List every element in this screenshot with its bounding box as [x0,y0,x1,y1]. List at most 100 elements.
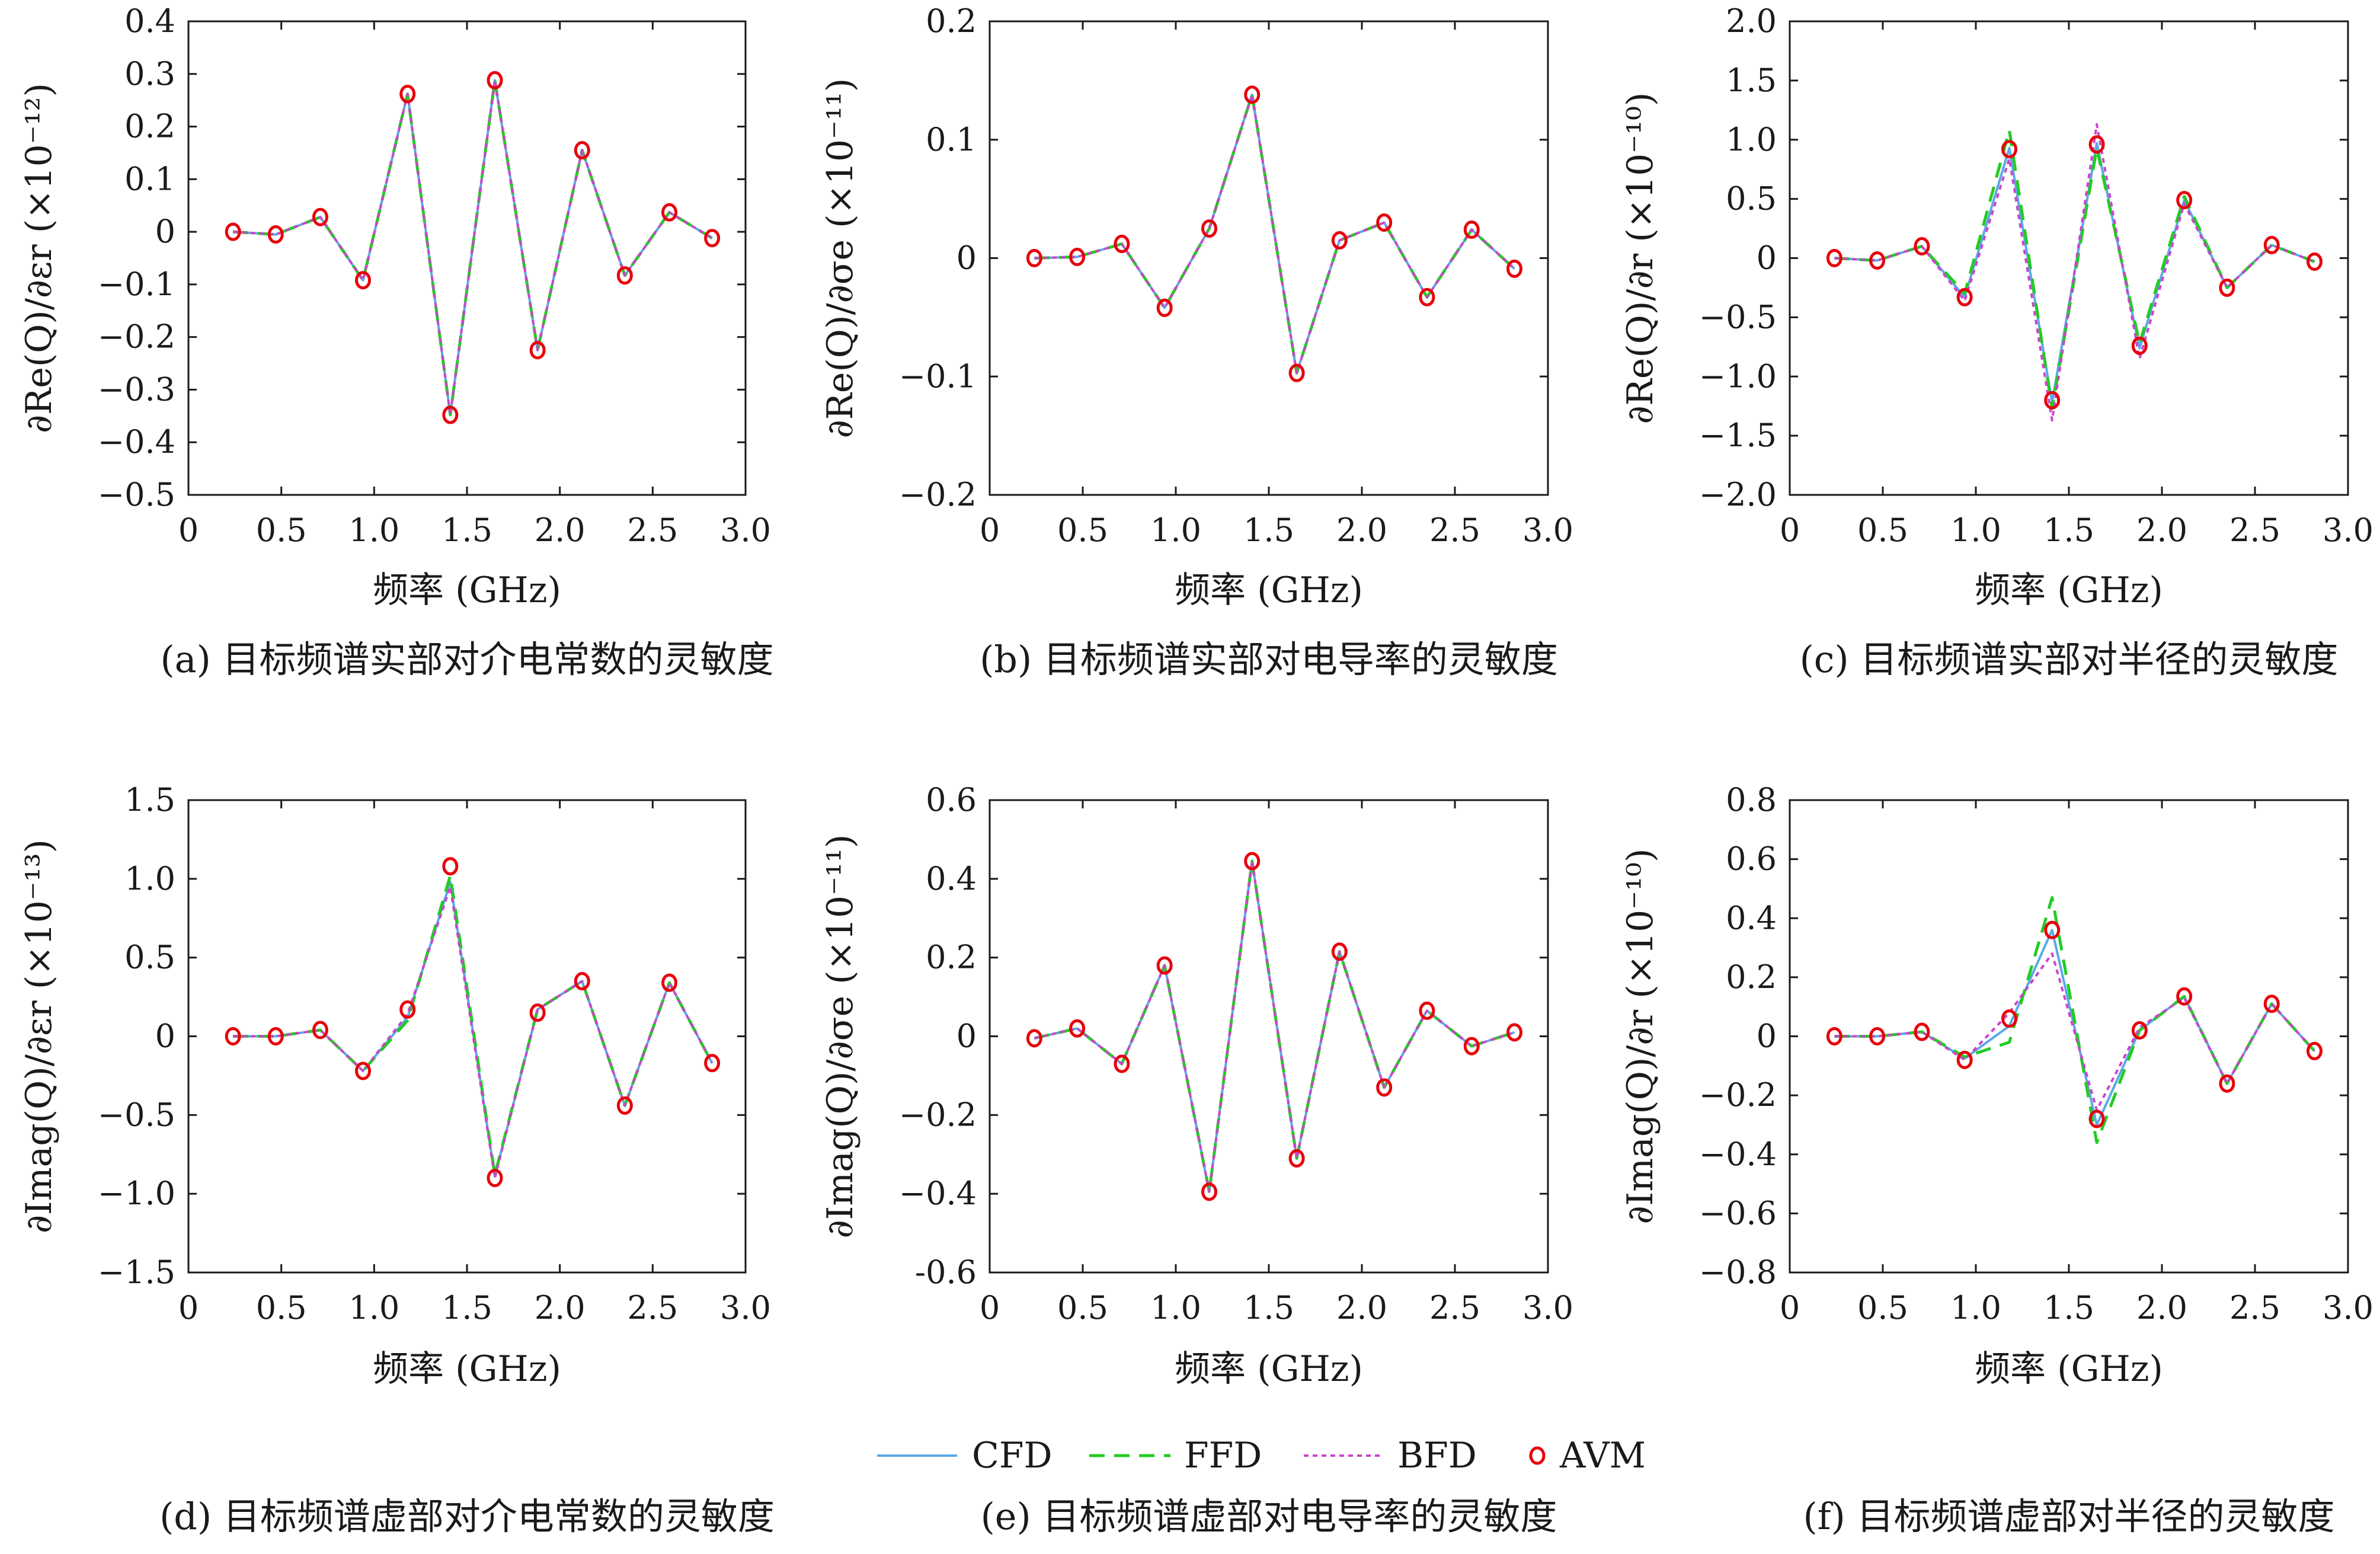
avm-point [1914,237,1930,256]
avm-point [1506,259,1522,278]
panel-caption: (d) 目标频谱虚部对介电常数的灵敏度 [159,1495,775,1538]
y-tick-label: 0.1 [926,121,977,158]
y-tick-label: 0 [957,1018,977,1055]
chart-panel-6: 0 0.5 1.0 1.5 2.0 2.5 3.0 0.8 0.6 0.4 0.2 0 −0.2 −0.4… [1620,781,2373,1538]
series-line-cfd [1834,929,2315,1126]
avm-point [355,271,372,290]
x-tick-label: 1.5 [2043,1289,2094,1326]
x-tick-label: 2.0 [535,511,586,549]
x-tick-label: 1.5 [442,511,492,549]
avm-point [1826,1027,1842,1045]
avm-point [704,1054,721,1073]
y-tick-label: 0.2 [926,2,977,40]
legend-avm-label: AVM [1559,1435,1646,1476]
avm-point [2306,1041,2323,1060]
y-tick-label: 0.5 [1726,180,1777,218]
x-tick-label: 2.0 [2136,1289,2187,1326]
y-axis-label: ∂Re(Q)/∂r (×10⁻¹⁰) [1620,92,1661,424]
series-line-bfd [1034,859,1515,1193]
y-axis-label: ∂Re(Q)/∂εr (×10⁻¹²) [18,83,60,433]
x-tick-label: 1.0 [1950,511,2001,549]
avm-point [1419,1001,1435,1020]
y-tick-label: 1.5 [1726,62,1777,99]
avm-point [1869,251,1886,270]
x-tick-label: 3.0 [1522,1289,1573,1326]
y-tick-label: −0.5 [98,1096,175,1133]
avm-point [2131,336,2148,355]
avm-point [661,203,678,222]
chart-panel-5: 0 0.5 1.0 1.5 2.0 2.5 3.0 0.6 0.4 0.2 0 −0.2 −0.4 -0.… [820,781,1573,1538]
avm-point [2176,987,2193,1006]
avm-point [529,341,546,360]
y-tick-label: −0.4 [899,1175,977,1212]
avm-point [355,1061,372,1080]
y-tick-label: 1.0 [124,860,175,897]
x-tick-label: 1.0 [1950,1289,2001,1326]
x-tick-label: 1.0 [348,511,399,549]
legend-bfd-label: BFD [1397,1435,1477,1476]
series-line-cfd [233,881,714,1178]
y-tick-label: 0 [1757,239,1777,277]
avm-point [2131,1021,2148,1040]
y-axis-label: ∂Re(Q)/∂σe (×10⁻¹¹) [820,78,861,439]
avm-point [2219,1074,2235,1093]
y-tick-label: 0 [155,1018,175,1055]
x-tick-label: 1.5 [442,1289,492,1326]
x-tick-label: 0.5 [1857,511,1908,549]
avm-point [1069,1019,1086,1038]
legend-cfd-label: CFD [972,1435,1053,1476]
avm-point [1114,235,1130,254]
chart-panel-2: 0 0.5 1.0 1.5 2.0 2.5 3.0 0.2 0.1 0 −0.1 −0.2 频率 (GH… [820,2,1573,681]
avm-point [2001,1009,2018,1028]
x-tick-label: 0 [178,511,199,549]
x-tick-label: 2.5 [2229,1289,2280,1326]
y-tick-label: −0.2 [98,318,175,356]
avm-point [2219,278,2235,297]
y-tick-label: 0.8 [1726,781,1777,818]
y-tick-label: 1.0 [1726,121,1777,158]
avm-point [1331,231,1348,250]
y-tick-label: 0.1 [124,160,175,197]
x-tick-label: 3.0 [720,1289,771,1326]
avm-point [1826,249,1842,267]
y-tick-label: 2.0 [1726,2,1777,40]
x-tick-label: 3.0 [1522,511,1573,549]
x-tick-label: 0.5 [256,511,307,549]
avm-point [574,141,590,160]
avm-point [704,229,721,248]
avm-point [1156,298,1173,317]
x-tick-label: 0 [178,1289,199,1326]
avm-point [1331,942,1348,961]
y-tick-label: −1.0 [98,1175,175,1212]
x-tick-label: 2.5 [1429,511,1480,549]
avm-point [225,222,241,241]
y-tick-label: 0.4 [926,860,977,897]
avm-point [2044,920,2061,939]
avm-point [1956,1050,1973,1069]
series-line-ffd [1034,859,1515,1194]
x-tick-label: 3.0 [720,511,771,549]
x-tick-label: 2.0 [1336,511,1387,549]
y-tick-label: −0.5 [1699,298,1777,335]
y-tick-label: −0.2 [1699,1076,1777,1114]
avm-point [1026,249,1042,267]
x-tick-label: 1.5 [1243,1289,1294,1326]
avm-point [399,85,416,104]
panel-caption: (e) 目标频谱虚部对电导率的灵敏度 [981,1495,1557,1538]
y-tick-label: −0.5 [98,476,175,513]
x-tick-label: 3.0 [2323,511,2373,549]
avm-point [2176,191,2193,210]
series-line-cfd [1034,859,1515,1193]
x-tick-label: 2.5 [2229,511,2280,549]
avm-point [2263,995,2280,1013]
avm-point [1026,1029,1042,1048]
y-tick-label: −0.8 [1699,1254,1777,1291]
avm-point [661,973,678,992]
y-axis-label: ∂Imag(Q)/∂σe (×10⁻¹¹) [820,834,861,1239]
panel-caption: (f) 目标频谱虚部对半径的灵敏度 [1803,1495,2334,1538]
avm-point [1244,852,1261,871]
x-tick-label: 0.5 [1057,1289,1108,1326]
x-tick-label: 1.5 [1243,511,1294,549]
x-tick-label: 3.0 [2323,1289,2373,1326]
y-axis-label: ∂Imag(Q)/∂εr (×10⁻¹³) [18,839,60,1233]
